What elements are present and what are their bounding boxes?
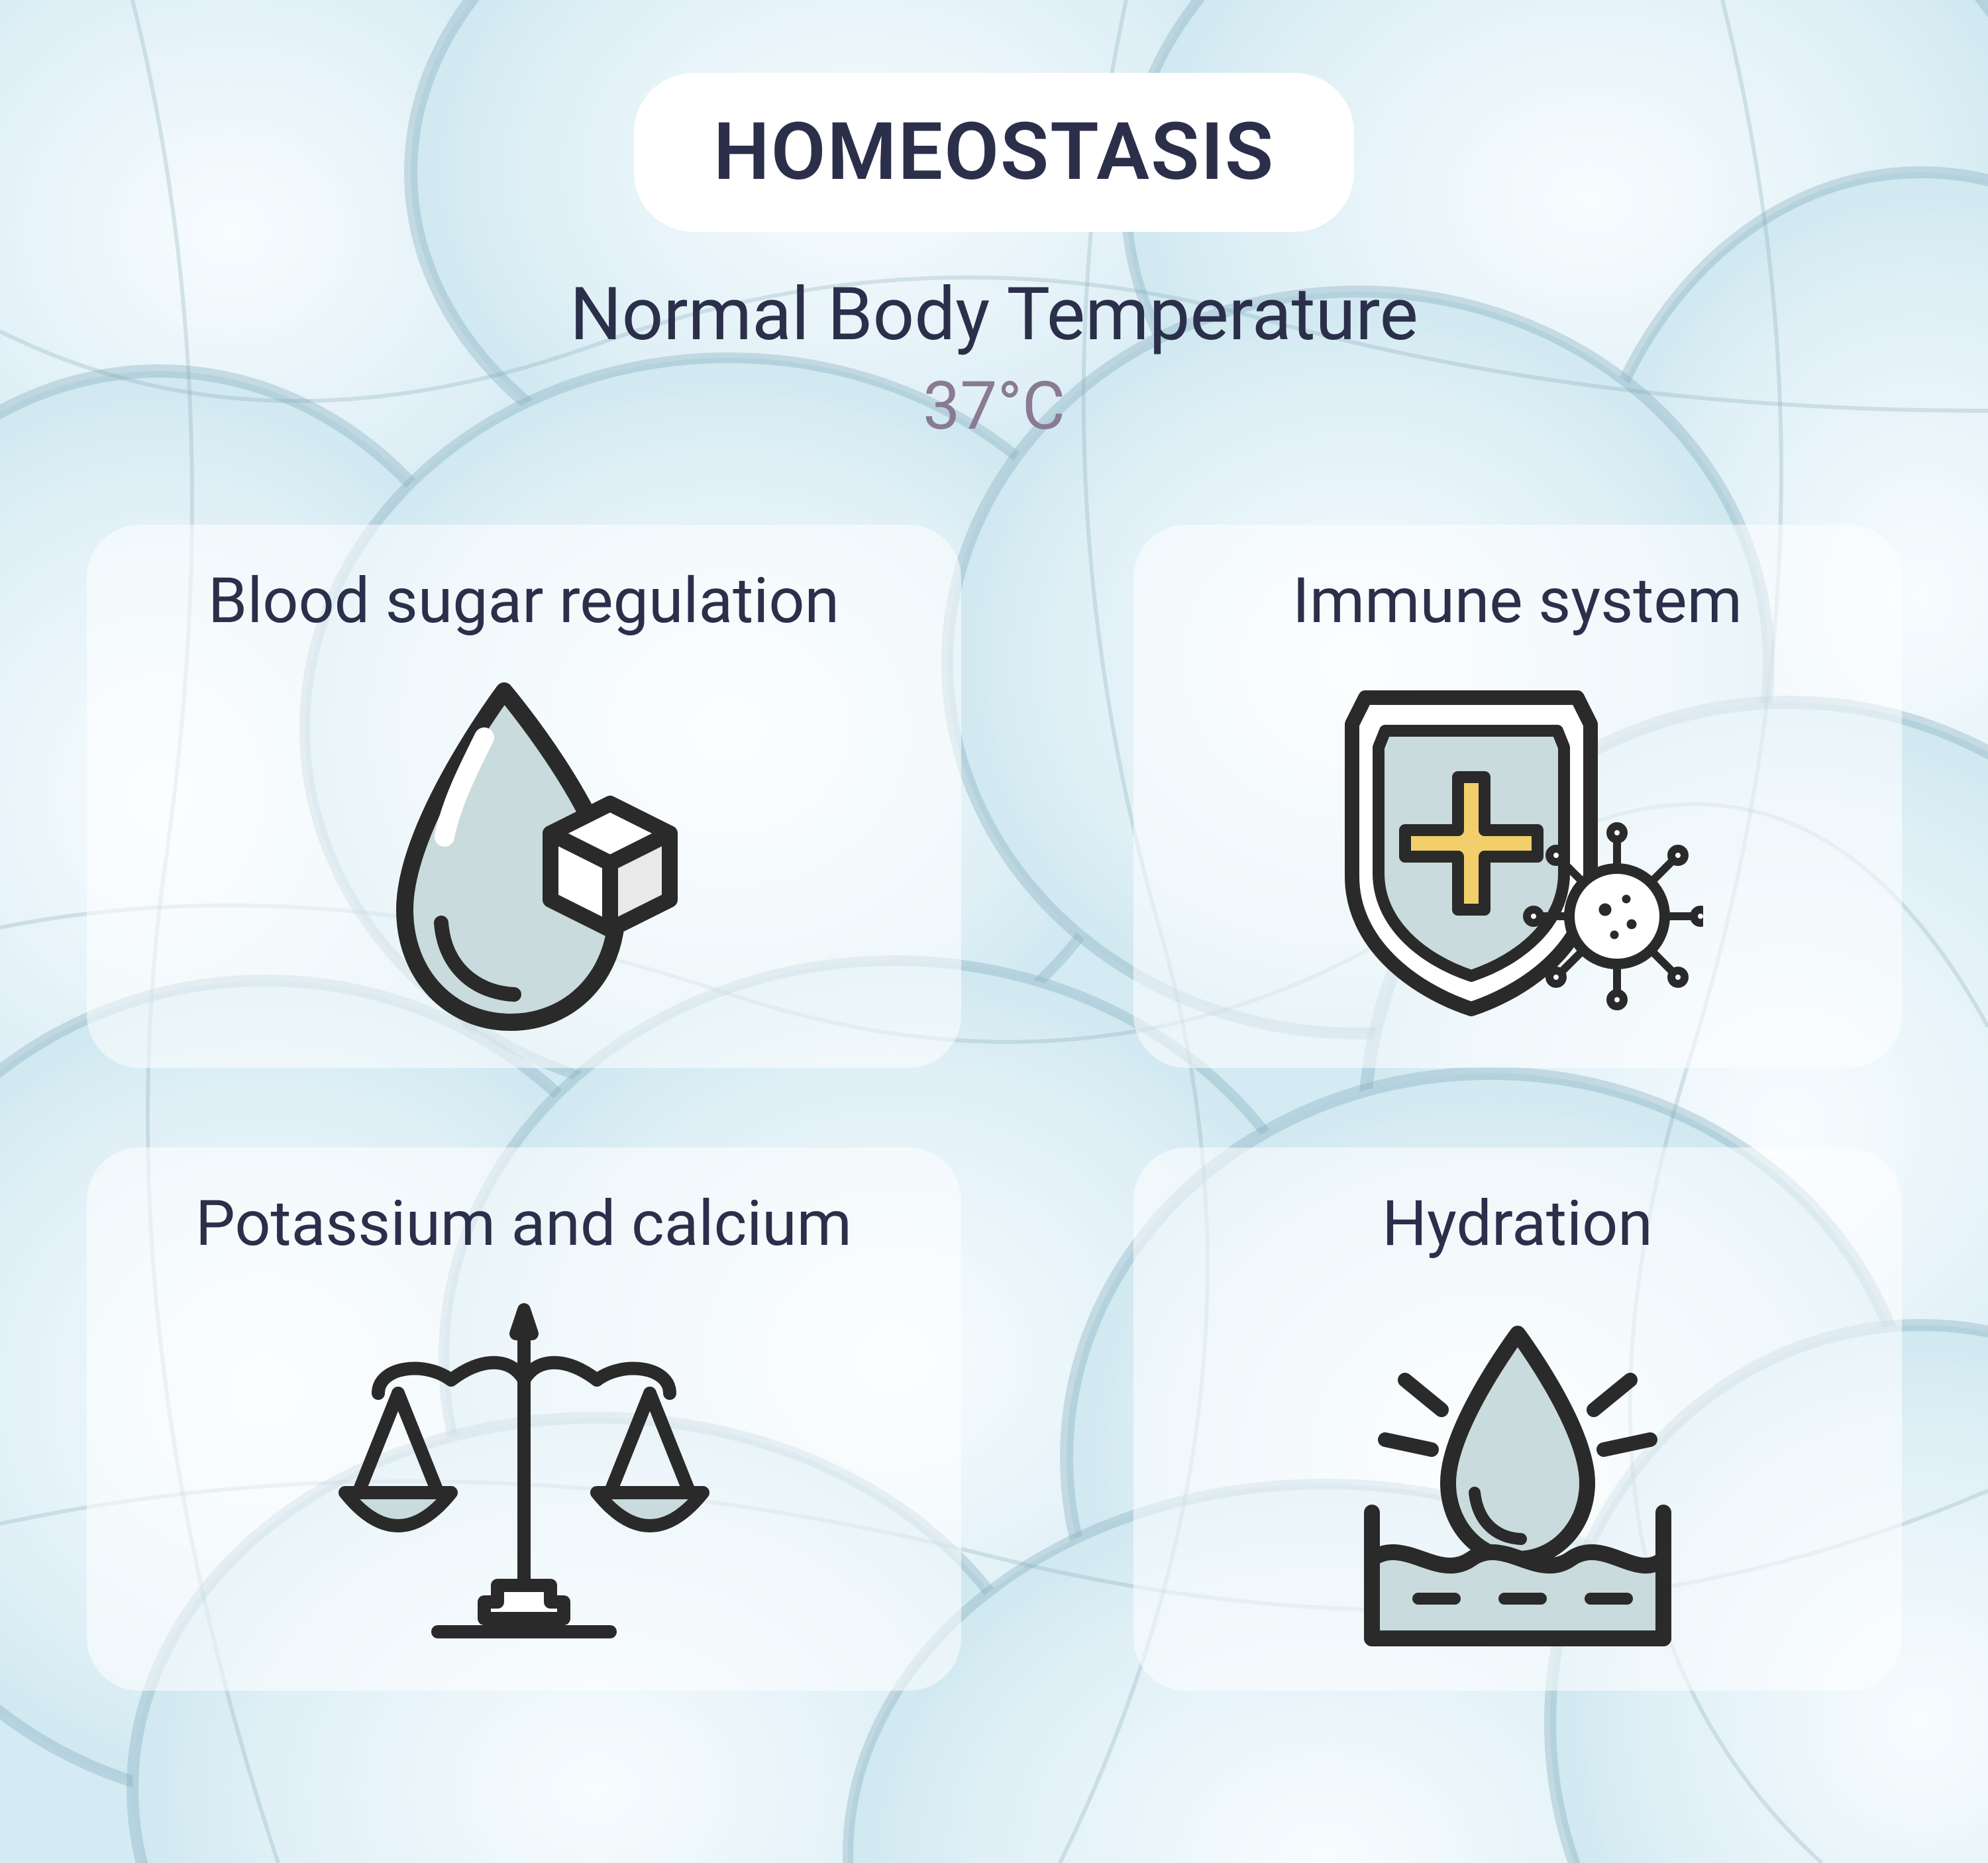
blood-sugar-icon — [127, 658, 921, 1041]
card-hydration: Hydration — [1133, 1147, 1902, 1691]
card-blood-sugar: Blood sugar regulation — [87, 525, 961, 1068]
card-grid: Blood sugar regulation — [87, 525, 1902, 1691]
card-label: Hydration — [1382, 1187, 1653, 1261]
balance-scale-icon — [127, 1281, 921, 1664]
hydration-icon — [1173, 1281, 1862, 1664]
card-immune: Immune system — [1133, 525, 1902, 1068]
card-balance: Potassium and calcium — [87, 1147, 961, 1691]
card-label: Potassium and calcium — [195, 1187, 852, 1261]
subtitle: Normal Body Temperature — [570, 272, 1418, 357]
card-label: Immune system — [1292, 564, 1742, 638]
page-title: HOMEOSTASIS — [713, 106, 1275, 199]
immune-icon — [1173, 658, 1862, 1041]
card-label: Blood sugar regulation — [208, 564, 839, 638]
content-root: HOMEOSTASIS Normal Body Temperature 37°C… — [0, 0, 1988, 1863]
temperature-value: 37°C — [923, 368, 1065, 445]
title-pill: HOMEOSTASIS — [634, 73, 1354, 232]
